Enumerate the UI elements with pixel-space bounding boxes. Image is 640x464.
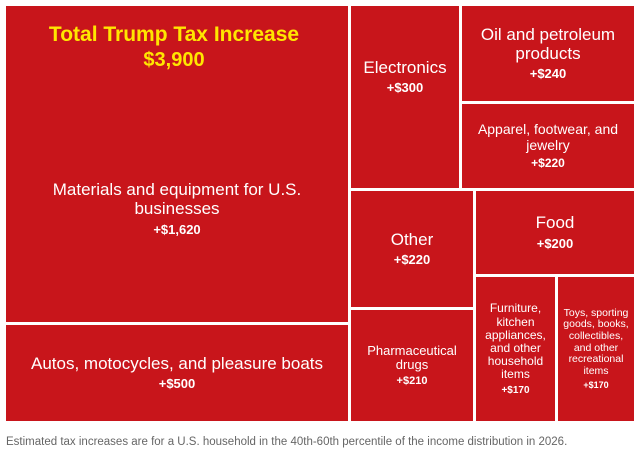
treemap-cell-value: +$240: [529, 66, 567, 82]
treemap-cell-label: Toys, sporting goods, books, collectible…: [563, 306, 629, 377]
treemap-cell-materials: Materials and equipment for U.S. busines…: [6, 6, 348, 322]
treemap-cell-label: Pharmaceutical drugs: [367, 342, 457, 372]
treemap-cell-apparel: Apparel, footwear, and jewelry +$220: [462, 104, 634, 188]
treemap-cell-label: Electronics: [363, 57, 447, 77]
treemap-cell-value: +$200: [536, 235, 574, 251]
treemap-cell-furniture: Furniture, kitchen appliances, and other…: [476, 277, 555, 421]
treemap-chart: Toys, sporting goods, books, collectible…: [0, 6, 634, 421]
treemap-cell-label: Oil and petroleum products: [480, 24, 616, 63]
treemap-cell-label: Other: [390, 229, 434, 249]
treemap-cell-value: +$210: [396, 375, 428, 388]
treemap-cell-other: Other +$220: [351, 191, 473, 307]
treemap-cell-oil: Oil and petroleum products +$240: [462, 6, 634, 101]
treemap-cell-autos: Autos, motocycles, and pleasure boats +$5…: [6, 325, 348, 421]
treemap-cell-label: Materials and equipment for U.S. busines…: [52, 180, 302, 218]
treemap-cell-electronics: Electronics +$300: [351, 6, 459, 188]
treemap-cell-value: +$300: [386, 80, 424, 96]
chart-total: $3,900: [143, 49, 205, 71]
treemap-cell-value: +$170: [501, 384, 530, 396]
treemap-cell-value: +$1,620: [153, 221, 201, 237]
treemap-cell-food: Food +$200: [476, 191, 634, 274]
treemap-cell-value: +$220: [393, 252, 431, 268]
treemap-cell-value: +$170: [583, 380, 609, 391]
footnote: Estimated tax increases are for a U.S. h…: [6, 436, 568, 448]
chart-title: Total Trump Tax Increase: [48, 23, 300, 46]
treemap-cell-value: +$500: [158, 376, 196, 392]
treemap-cell-label: Furniture, kitchen appliances, and other…: [485, 301, 546, 382]
treemap-cell-label: Autos, motocycles, and pleasure boats: [31, 353, 323, 373]
chart-headline: Total Trump Tax Increase $3,900: [0, 22, 348, 72]
treemap-cell-label: Food: [535, 213, 575, 233]
treemap-cell-pharma: Pharmaceutical drugs +$210: [351, 310, 473, 421]
treemap-cell-value: +$220: [531, 155, 565, 170]
treemap-cell-toys: Toys, sporting goods, books, collectible…: [558, 277, 634, 421]
treemap-cell-label: Apparel, footwear, and jewelry: [477, 121, 619, 153]
